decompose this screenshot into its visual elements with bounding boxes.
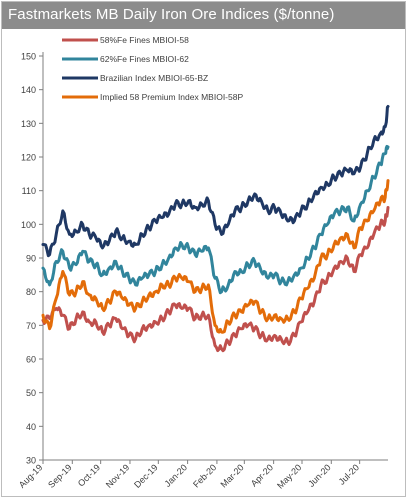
x-tick-label: Oct-19 — [76, 462, 102, 488]
y-tick-label: 110 — [22, 186, 36, 196]
x-tick-label: Mar-20 — [219, 462, 246, 489]
x-tick-label: Jun-20 — [306, 462, 333, 489]
y-tick-label: 140 — [21, 85, 36, 95]
x-tick-label: May-20 — [275, 462, 303, 490]
x-tick-label: Sep-19 — [46, 462, 74, 490]
x-tick-label: Aug-19 — [17, 462, 45, 490]
x-tick-label: Dec-19 — [132, 462, 160, 490]
y-tick-label: 60 — [26, 355, 36, 365]
y-tick-label: 90 — [26, 254, 36, 264]
legend-label: 58%Fe Fines MBIOI-58 — [100, 35, 189, 45]
y-tick-label: 70 — [26, 321, 36, 331]
y-tick-label: 80 — [26, 287, 36, 297]
series-line — [41, 206, 390, 353]
legend-label: Brazilian Index MBIOI-65-BZ — [100, 73, 208, 83]
chart-title-bar: Fastmarkets MB Daily Iron Ore Indices ($… — [2, 2, 405, 29]
chart-title: Fastmarkets MB Daily Iron Ore Indices ($… — [8, 6, 335, 23]
y-tick-label: 120 — [21, 153, 36, 163]
y-tick-label: 130 — [21, 119, 36, 129]
y-tick-label: 50 — [26, 388, 36, 398]
y-tick-label: 30 — [26, 456, 36, 466]
series-line — [41, 105, 390, 258]
x-tick-label: Apr-20 — [249, 462, 275, 488]
y-tick-label: 150 — [21, 52, 36, 62]
series-line — [41, 179, 390, 334]
y-tick-label: 40 — [26, 422, 36, 432]
legend-label: 62%Fe Fines MBIOI-62 — [100, 54, 189, 64]
x-tick-label: Jul-20 — [337, 462, 361, 486]
x-tick-label: Nov-19 — [104, 462, 132, 490]
chart-legend: 58%Fe Fines MBIOI-58 62%Fe Fines MBIOI-62… — [62, 35, 243, 102]
x-tick-label: Jan-20 — [162, 462, 189, 489]
series-line — [41, 144, 390, 295]
y-tick-label: 100 — [21, 220, 36, 230]
chart-series-lines — [41, 105, 390, 353]
legend-label: Implied 58 Premium Index MBIOI-58P — [100, 92, 243, 102]
x-tick-label: Feb-20 — [191, 462, 218, 489]
